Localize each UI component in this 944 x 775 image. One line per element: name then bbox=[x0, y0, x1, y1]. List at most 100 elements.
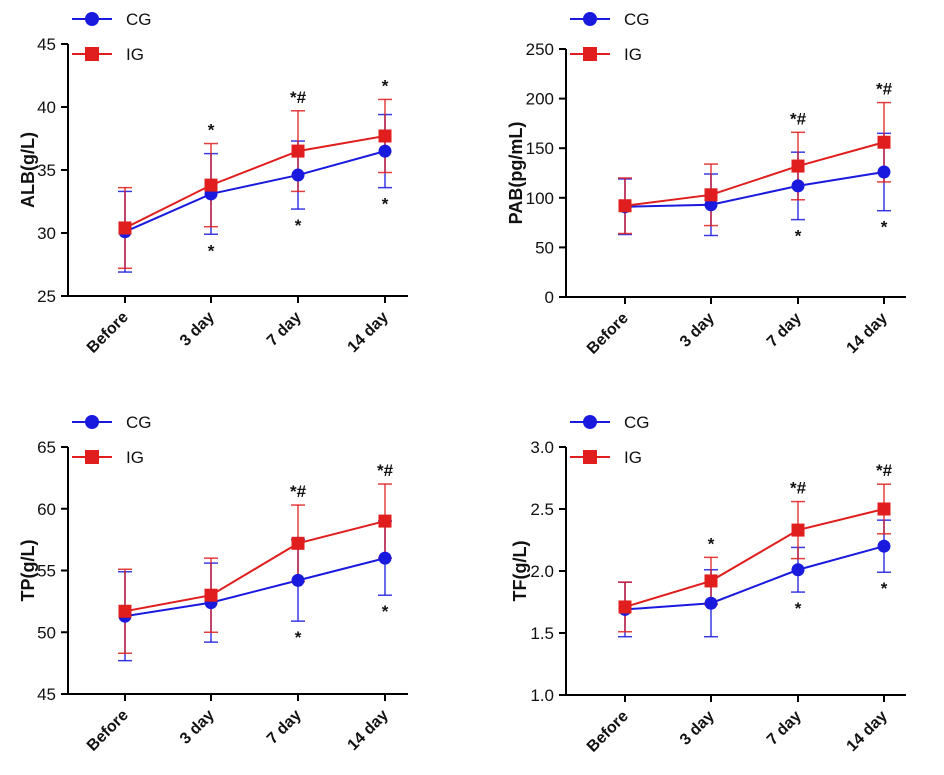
y-tick-label: 45 bbox=[37, 685, 56, 704]
legend: CG IG bbox=[570, 10, 650, 64]
significance-mark: *# bbox=[876, 461, 893, 480]
legend-marker-ig bbox=[85, 47, 99, 61]
y-tick-label: 55 bbox=[37, 562, 56, 581]
y-tick-label: 40 bbox=[37, 98, 56, 117]
data-point-cg bbox=[378, 144, 392, 158]
x-tick-label: 14 day bbox=[844, 310, 891, 357]
legend: CG IG bbox=[570, 413, 650, 467]
y-tick-label: 2.5 bbox=[530, 500, 554, 519]
legend-marker-ig bbox=[85, 450, 99, 464]
significance-mark: * bbox=[795, 227, 802, 246]
series-line-ig bbox=[124, 520, 386, 613]
x-tick-label: 14 day bbox=[345, 309, 392, 356]
chart-panel-2: 0 50 100 150 200 250 PAB(pg/mL) Before 3 day 7 da… bbox=[506, 10, 906, 358]
data-point-ig bbox=[378, 129, 392, 143]
y-tick-label: 30 bbox=[37, 224, 56, 243]
y-tick-label: 65 bbox=[37, 438, 56, 457]
legend: CG IG bbox=[72, 10, 152, 64]
data-point-ig bbox=[118, 604, 132, 618]
significance-mark: * bbox=[295, 628, 302, 647]
y-tick-label: 60 bbox=[37, 500, 56, 519]
data-point-ig bbox=[118, 221, 132, 235]
x-tick-label: Before bbox=[84, 707, 132, 755]
significance-mark: * bbox=[708, 534, 715, 553]
data-point-cg bbox=[791, 563, 805, 577]
significance-mark: * bbox=[382, 195, 389, 214]
data-point-ig bbox=[704, 188, 718, 202]
data-point-ig bbox=[618, 199, 632, 213]
significance-mark: * bbox=[881, 218, 888, 237]
data-point-cg bbox=[378, 551, 392, 565]
series-line-cg bbox=[124, 150, 386, 233]
x-tick-label: 3 day bbox=[677, 310, 718, 351]
legend-label-cg: CG bbox=[126, 413, 152, 432]
y-tick-label: 0 bbox=[545, 288, 554, 307]
y-tick-label: 50 bbox=[535, 238, 554, 257]
data-point-cg bbox=[291, 168, 305, 182]
legend-label-cg: CG bbox=[624, 10, 650, 29]
data-point-ig bbox=[877, 502, 891, 516]
x-tick-label: 7 day bbox=[764, 708, 805, 749]
legend-label-ig: IG bbox=[126, 448, 144, 467]
series-line-cg bbox=[124, 557, 386, 618]
data-point-cg bbox=[704, 596, 718, 610]
significance-mark: * bbox=[208, 241, 215, 260]
data-point-ig bbox=[204, 588, 218, 602]
data-point-cg bbox=[704, 198, 718, 212]
series-line-ig bbox=[124, 134, 386, 229]
significance-mark: * bbox=[208, 121, 215, 140]
legend-label-ig: IG bbox=[624, 448, 642, 467]
significance-mark: *# bbox=[790, 109, 807, 128]
legend-marker-cg bbox=[85, 12, 99, 26]
chart-panel-4: 1.0 1.5 2.0 2.5 3.0 TF(g/L) Before 3 day 7 day 14… bbox=[510, 413, 906, 756]
data-point-ig bbox=[618, 600, 632, 614]
data-point-ig bbox=[791, 159, 805, 173]
legend-label-ig: IG bbox=[624, 45, 642, 64]
y-tick-label: 200 bbox=[526, 90, 554, 109]
x-tick-label: Before bbox=[584, 708, 632, 756]
x-tick-label: 7 day bbox=[264, 707, 305, 748]
y-tick-label: 1.0 bbox=[530, 686, 554, 705]
legend-label-cg: CG bbox=[126, 10, 152, 29]
significance-mark: *# bbox=[290, 482, 307, 501]
significance-mark: *# bbox=[876, 80, 893, 99]
y-tick-label: 100 bbox=[526, 189, 554, 208]
data-point-ig bbox=[791, 523, 805, 537]
legend-label-cg: CG bbox=[624, 413, 650, 432]
significance-mark: *# bbox=[790, 479, 807, 498]
data-point-cg bbox=[877, 165, 891, 179]
x-tick-label: 7 day bbox=[264, 309, 305, 350]
y-tick-label: 150 bbox=[526, 139, 554, 158]
y-axis-title: ALB(g/L) bbox=[18, 132, 38, 208]
data-point-ig bbox=[704, 574, 718, 588]
x-tick-label: 3 day bbox=[177, 707, 218, 748]
legend-marker-ig bbox=[583, 47, 597, 61]
significance-mark: *# bbox=[377, 461, 394, 480]
y-axis-title: TP(g/L) bbox=[18, 540, 38, 602]
data-point-ig bbox=[204, 178, 218, 192]
x-tick-label: Before bbox=[84, 309, 132, 357]
legend-marker-cg bbox=[583, 12, 597, 26]
y-tick-label: 35 bbox=[37, 161, 56, 180]
series-line-ig bbox=[624, 141, 885, 207]
series-line-cg bbox=[624, 545, 885, 611]
y-axis-title: PAB(pg/mL) bbox=[506, 122, 526, 225]
x-tick-label: 14 day bbox=[844, 708, 891, 755]
x-tick-label: Before bbox=[584, 310, 632, 358]
legend: CG IG bbox=[72, 413, 152, 467]
significance-mark: *# bbox=[290, 88, 307, 107]
y-tick-label: 2.0 bbox=[530, 562, 554, 581]
y-tick-label: 45 bbox=[37, 35, 56, 54]
legend-marker-ig bbox=[583, 450, 597, 464]
legend-label-ig: IG bbox=[126, 45, 144, 64]
series-line-ig bbox=[624, 508, 885, 608]
data-point-cg bbox=[791, 179, 805, 193]
data-point-ig bbox=[291, 144, 305, 158]
significance-mark: * bbox=[795, 599, 802, 618]
y-tick-label: 3.0 bbox=[530, 438, 554, 457]
data-point-ig bbox=[877, 135, 891, 149]
series-line-cg bbox=[624, 171, 885, 208]
data-point-cg bbox=[877, 539, 891, 553]
y-tick-label: 25 bbox=[37, 287, 56, 306]
